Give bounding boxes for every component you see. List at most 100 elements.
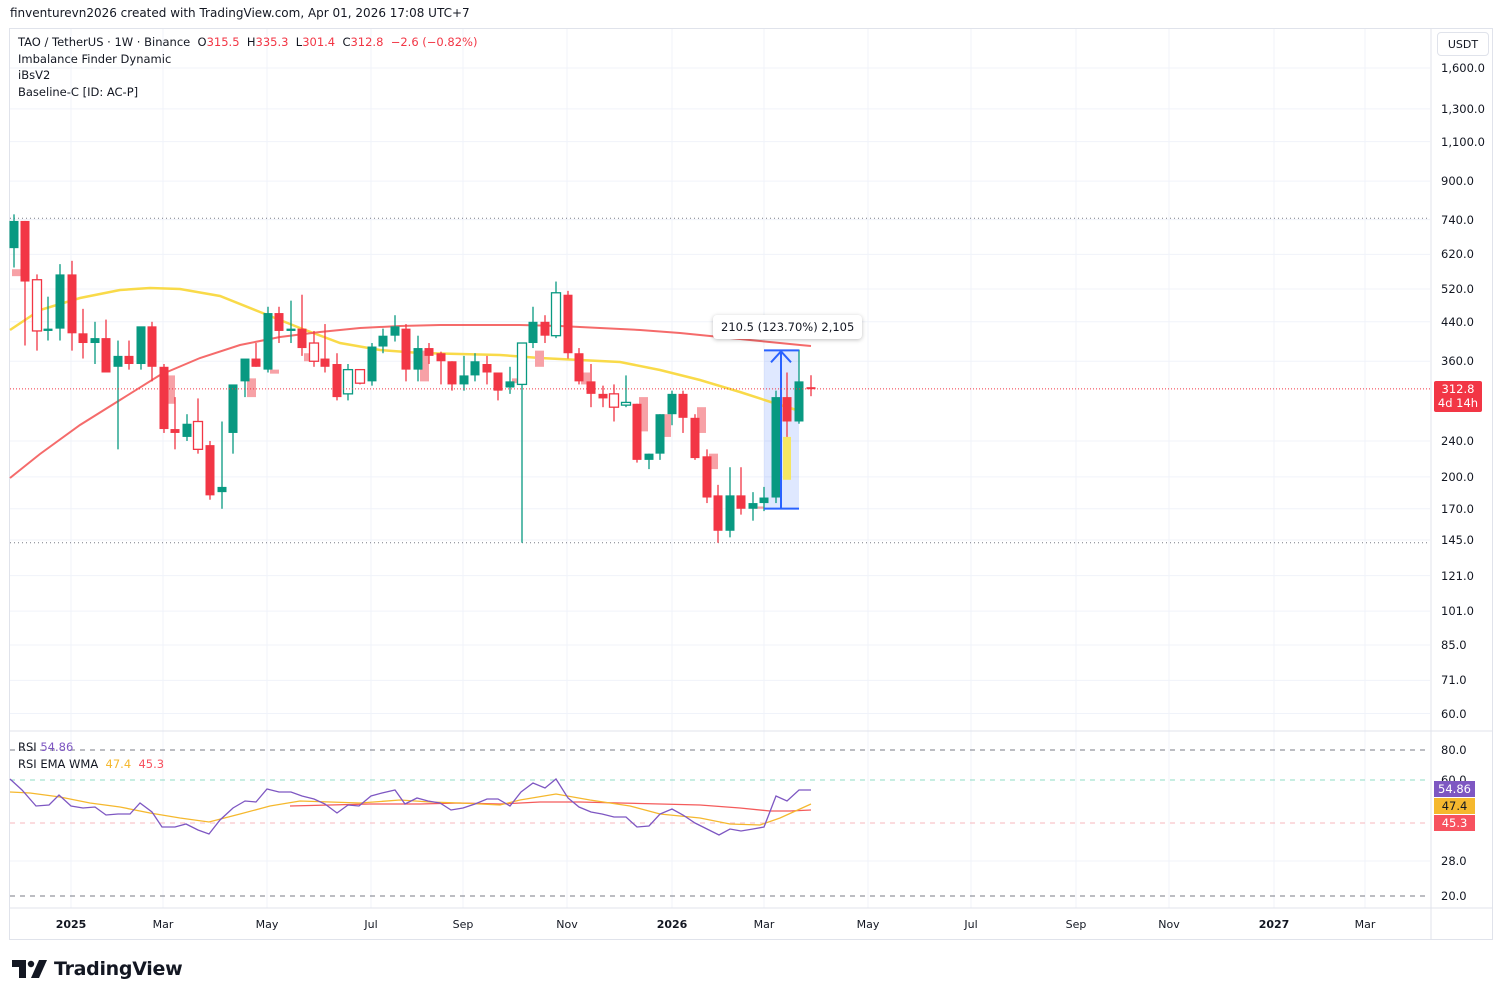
close-value: 312.8: [350, 35, 384, 49]
time-tick: Nov: [556, 918, 578, 931]
candle-body: [459, 375, 469, 385]
price-tick: 145.0: [1441, 533, 1474, 548]
candle-body: [378, 335, 388, 347]
high-value: 335.3: [255, 35, 289, 49]
candle-body: [782, 397, 792, 422]
time-tick: Sep: [452, 918, 474, 931]
imbalance-box: [662, 414, 671, 437]
price-tick: 240.0: [1441, 433, 1474, 448]
candle-body: [482, 364, 492, 373]
candle-body: [655, 414, 665, 454]
candle-body: [297, 328, 307, 349]
time-tick: Nov: [1158, 918, 1180, 931]
candle-body: [413, 348, 423, 370]
rsi-tick: 20.0: [1441, 889, 1467, 903]
price-tick: 620.0: [1441, 247, 1474, 262]
candle-body: [342, 368, 354, 395]
time-tick: Jul: [364, 918, 378, 931]
price-tick: 440.0: [1441, 314, 1474, 329]
indicator-imbalance-finder[interactable]: Imbalance Finder Dynamic: [18, 51, 172, 66]
price-tick: 520.0: [1441, 281, 1474, 296]
rsi-value: 54.86: [40, 740, 74, 754]
imbalance-box: [535, 350, 544, 367]
imbalance-box: [304, 353, 313, 362]
price-tick: 71.0: [1441, 673, 1467, 688]
candle-body: [667, 393, 677, 415]
rsi-ema-value: 47.4: [105, 757, 132, 771]
rsi-legend-line[interactable]: RSI 54.86: [18, 739, 164, 756]
imbalance-box: [420, 350, 429, 382]
imbalance-box: [12, 269, 21, 277]
candle-body: [540, 321, 550, 336]
candle-body: [31, 279, 43, 332]
bar-countdown: 4d 14h: [1437, 396, 1479, 410]
candle-body: [367, 346, 377, 382]
rsi-ema-label: RSI EMA WMA: [18, 757, 99, 771]
candle-body: [516, 342, 528, 386]
candle-body: [170, 429, 180, 433]
time-tick: 2026: [656, 918, 688, 931]
chart-credit: finventurevn2026 created with TradingVie…: [10, 6, 470, 20]
currency-button[interactable]: USDT: [1437, 32, 1489, 56]
candle-body: [678, 393, 688, 418]
candle-body: [78, 333, 88, 344]
price-tick: 1,600.0: [1441, 61, 1485, 75]
current-price: 312.8: [1441, 382, 1475, 396]
rsi-wma-value: 45.3: [138, 757, 165, 771]
open-value: 315.5: [206, 35, 240, 49]
candle-body: [332, 364, 342, 398]
candle-body: [182, 423, 192, 437]
close-label: C: [342, 35, 351, 49]
rsi-value-tag: 47.4: [1434, 798, 1475, 814]
candle-body: [228, 384, 238, 433]
candle-body: [759, 497, 769, 504]
symbol-name: TAO / TetherUS · 1W · Binance: [18, 35, 191, 49]
price-tick: 101.0: [1441, 604, 1474, 619]
candle-body: [436, 353, 446, 362]
rsi-tick: 28.0: [1441, 854, 1467, 868]
candle-body: [447, 361, 457, 385]
candle-body: [354, 368, 366, 384]
measure-label: 210.5 (123.70%) 2,105: [713, 315, 863, 339]
candle-body: [713, 495, 723, 531]
price-tick: 740.0: [1441, 212, 1474, 227]
price-tick: 60.0: [1441, 706, 1467, 721]
time-tick: May: [856, 918, 880, 931]
candle-body: [240, 358, 250, 382]
baseline-red-line: [9, 324, 812, 479]
candle-body: [563, 294, 573, 354]
candle-body: [736, 495, 746, 509]
candle-body: [528, 321, 538, 344]
price-tick: 170.0: [1441, 501, 1474, 516]
candle-body: [470, 361, 480, 376]
rsi-ema-legend-line[interactable]: RSI EMA WMA 47.4 45.3: [18, 756, 164, 773]
symbol-line[interactable]: TAO / TetherUS · 1W · Binance O315.5 H33…: [18, 34, 477, 51]
tradingview-logo[interactable]: TradingView: [12, 958, 183, 980]
imbalance-box: [697, 407, 706, 433]
chart-legend: TAO / TetherUS · 1W · Binance O315.5 H33…: [18, 34, 477, 100]
current-price-tag: 312.8 4d 14h: [1434, 381, 1482, 412]
time-tick: Mar: [1354, 918, 1376, 931]
time-tick: Jul: [964, 918, 978, 931]
rsi-value-tag: 45.3: [1434, 815, 1475, 831]
indicator-ibsv2[interactable]: iBsV2: [18, 68, 51, 82]
imbalance-box: [709, 453, 718, 470]
candle-body: [505, 381, 515, 388]
rsi-tick: 80.0: [1441, 743, 1467, 757]
indicator-baseline-c[interactable]: Baseline-C [ID: AC-P]: [18, 84, 139, 99]
rsi-value-tag: 54.86: [1434, 781, 1475, 797]
price-tick: 85.0: [1441, 638, 1467, 653]
price-tick: 200.0: [1441, 469, 1474, 484]
candle-body: [632, 403, 642, 460]
candle-body: [794, 381, 804, 422]
low-label: L: [295, 35, 303, 49]
high-label: H: [246, 35, 256, 49]
brand-name: TradingView: [54, 958, 183, 980]
candle-body: [620, 401, 632, 406]
time-tick: May: [255, 918, 279, 931]
candle-body: [308, 342, 320, 362]
candle-body: [147, 326, 157, 367]
candle-body: [598, 393, 608, 399]
ema-yellow-line: [9, 286, 801, 413]
